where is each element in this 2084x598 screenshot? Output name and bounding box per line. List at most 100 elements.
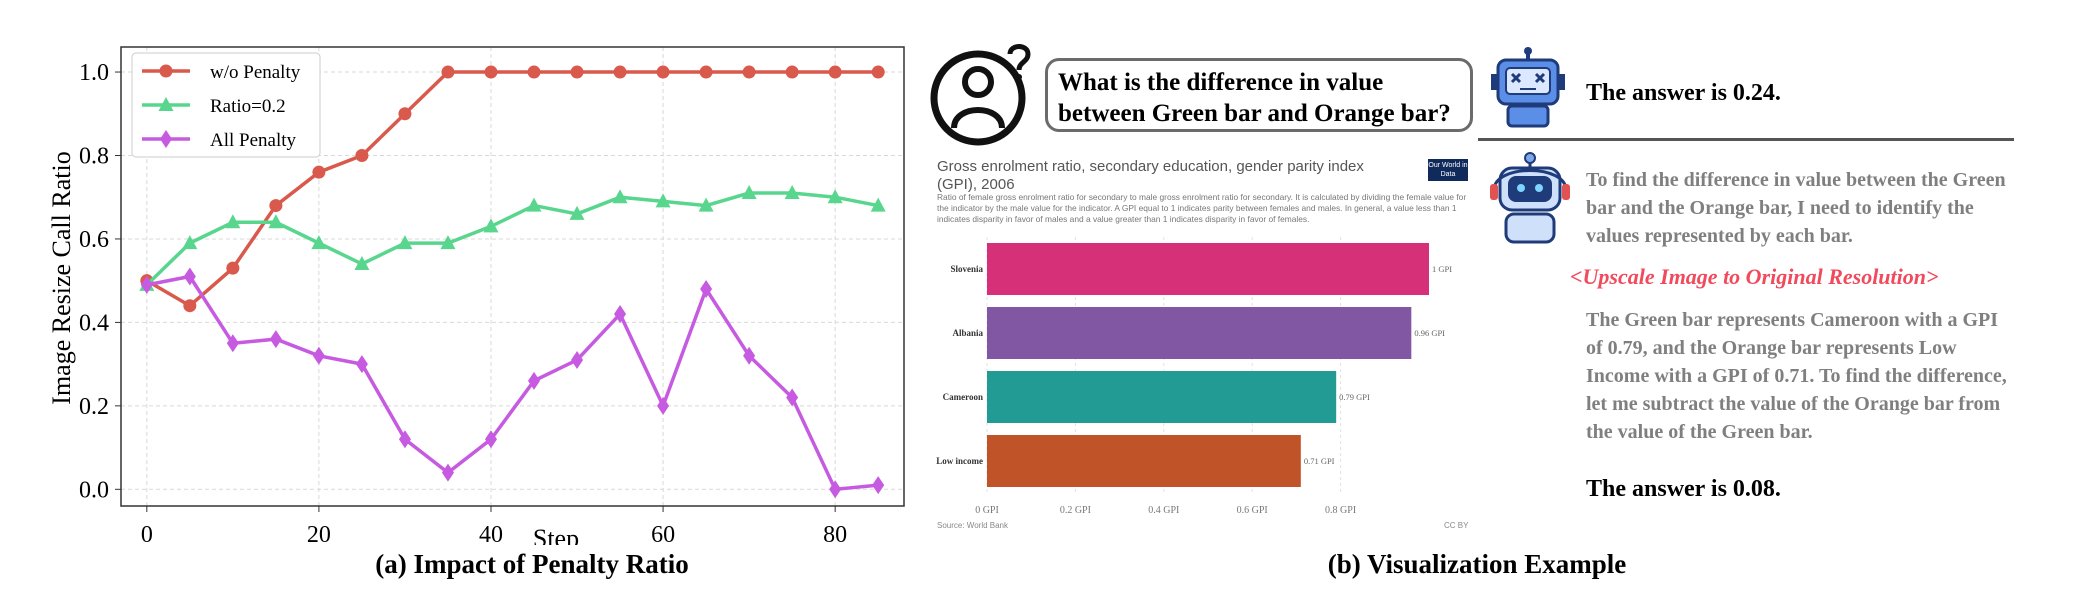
data-point [571, 350, 584, 369]
data-point [742, 65, 756, 79]
bar-category-label: Albania [952, 328, 983, 338]
bar-category-label: Slovenia [950, 264, 983, 274]
x-tick-label: 40 [479, 522, 503, 545]
x-tick-label: 80 [823, 522, 847, 545]
x-tick-label: 20 [307, 522, 331, 545]
data-point [183, 267, 196, 286]
x-tick-label: 0 [141, 522, 153, 545]
data-point [528, 371, 541, 390]
data-point [226, 334, 239, 353]
owid-logo: Our World in Data [1428, 159, 1468, 181]
data-point [398, 107, 412, 121]
data-point [269, 330, 282, 349]
data-point [827, 189, 843, 204]
data-point [182, 235, 198, 250]
plot-frame [120, 46, 905, 507]
bar-value-label: 0.79 GPI [1339, 392, 1370, 402]
bar-x-tick-label: 0.8 GPI [1325, 505, 1356, 516]
data-point [140, 275, 153, 294]
data-point [483, 218, 499, 233]
data-point [829, 480, 842, 499]
y-axis-label: Image Resize Call Ratio [47, 151, 76, 404]
data-point [484, 430, 497, 449]
upscale-action: <Upscale Image to Original Resolution> [1570, 264, 1939, 289]
bar [987, 307, 1412, 359]
left-caption: (a) Impact of Penalty Ratio [375, 549, 689, 579]
legend-label: Ratio=0.2 [210, 96, 286, 117]
legend-marker [158, 97, 174, 111]
data-point [870, 197, 886, 212]
series-2 [140, 267, 885, 499]
data-point [268, 214, 284, 229]
data-point [656, 65, 670, 79]
bar-value-label: 1 GPI [1432, 264, 1452, 274]
series-line [145, 191, 879, 287]
axis-ticks: 0 20 40 60 80 0.0 0.2 0.4 0.6 0.8 1.0 [79, 60, 847, 545]
bar-x-tick-label: 0 GPI [975, 505, 999, 516]
legend-box [131, 52, 321, 158]
data-point [700, 280, 713, 299]
data-point [871, 65, 885, 79]
bar-category-label: Low income [936, 456, 983, 466]
data-point [269, 199, 283, 213]
y-tick-label: 0.6 [79, 227, 109, 253]
data-point [614, 305, 627, 324]
data-point [570, 65, 584, 79]
short-answer: The answer is 0.24. [1586, 80, 1781, 106]
data-point [312, 165, 326, 179]
bar-x-tick-label: 0.2 GPI [1060, 505, 1091, 516]
bar-value-label: 0.71 GPI [1304, 456, 1335, 466]
right-caption: (b) Visualization Example [1327, 549, 1627, 579]
data-point [784, 185, 800, 200]
data-point [311, 235, 327, 250]
data-point [484, 65, 498, 79]
bar [987, 371, 1337, 423]
data-point [699, 65, 713, 79]
data-point [743, 346, 756, 365]
x-axis-label: Step [533, 524, 579, 545]
data-point [440, 235, 456, 250]
data-point [785, 65, 799, 79]
source-note: Source: World Bank [937, 521, 1008, 530]
embedded-chart-subtitle: Ratio of female gross enrolment ratio fo… [937, 192, 1467, 224]
legend: w/o Penalty Ratio=0.2 All Penalty [131, 52, 321, 158]
y-tick-label: 0.2 [79, 394, 109, 420]
bar [987, 435, 1301, 487]
bar-x-tick-label: 0.4 GPI [1148, 505, 1179, 516]
data-point [613, 65, 627, 79]
y-tick-label: 0.4 [79, 310, 109, 336]
data-point [872, 476, 885, 495]
x-tick-label: 60 [651, 522, 675, 545]
question-bubble: What is the difference in value between … [1045, 58, 1473, 132]
series-line [145, 70, 879, 308]
y-tick-label: 0.0 [79, 477, 109, 503]
robot-support-icon [1490, 152, 1570, 244]
user-question-icon [930, 44, 1031, 146]
license-note: CC BY [1444, 521, 1469, 530]
embedded-chart-title: Gross enrolment ratio, secondary educati… [937, 158, 1364, 193]
data-point [441, 65, 455, 79]
data-point [527, 65, 541, 79]
series-1 [139, 185, 886, 291]
data-point [698, 197, 714, 212]
data-point [655, 193, 671, 208]
legend-label: w/o Penalty [210, 62, 301, 83]
section-divider [1478, 138, 2014, 141]
series-group [139, 65, 886, 499]
data-point [312, 346, 325, 365]
reasoning-detail: The Green bar represents Cameroon with a… [1586, 309, 2007, 443]
embedded-bar-chart: 0 GPI 0.2 GPI 0.4 GPI 0.6 GPI 0.8 GPI Sloveni… [936, 237, 1452, 516]
legend-label: All Penalty [210, 130, 297, 151]
robot-dizzy-icon [1491, 47, 1565, 128]
bar-category-label: Cameroon [943, 392, 983, 402]
data-point [355, 355, 368, 374]
data-point [569, 205, 585, 220]
bar-x-tick-label: 0.6 GPI [1237, 505, 1268, 516]
data-point [226, 261, 240, 275]
data-point [612, 189, 628, 204]
data-point [657, 396, 670, 415]
bar-value-label: 0.96 GPI [1414, 328, 1445, 338]
data-point [786, 388, 799, 407]
data-point [828, 65, 842, 79]
data-point [355, 148, 369, 162]
